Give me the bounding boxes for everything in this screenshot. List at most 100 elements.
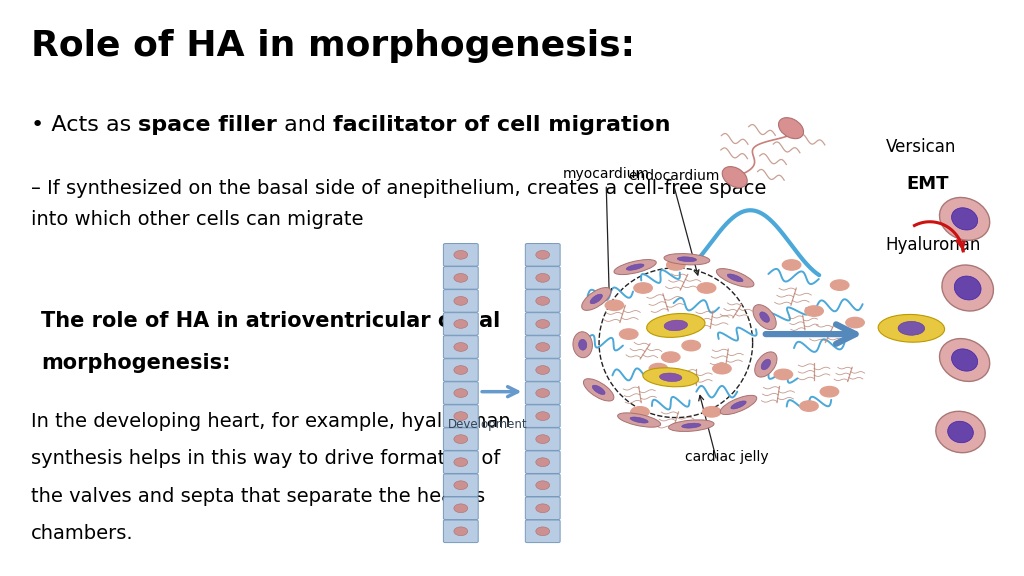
Ellipse shape bbox=[536, 320, 550, 328]
Circle shape bbox=[713, 363, 731, 374]
Ellipse shape bbox=[454, 389, 468, 397]
Ellipse shape bbox=[682, 423, 700, 428]
Text: cardiac jelly: cardiac jelly bbox=[685, 450, 769, 464]
Ellipse shape bbox=[454, 527, 468, 536]
FancyBboxPatch shape bbox=[443, 428, 478, 450]
Ellipse shape bbox=[454, 251, 468, 259]
Circle shape bbox=[774, 369, 793, 380]
Text: synthesis helps in this way to drive formation of: synthesis helps in this way to drive for… bbox=[31, 449, 500, 468]
Ellipse shape bbox=[720, 395, 757, 415]
Ellipse shape bbox=[590, 294, 602, 304]
Text: and: and bbox=[276, 115, 333, 135]
Ellipse shape bbox=[582, 287, 611, 310]
Ellipse shape bbox=[536, 389, 550, 397]
Ellipse shape bbox=[454, 297, 468, 305]
Ellipse shape bbox=[669, 420, 714, 431]
Ellipse shape bbox=[614, 260, 656, 275]
Text: myocardium: myocardium bbox=[563, 168, 649, 181]
Circle shape bbox=[782, 260, 801, 270]
Text: chambers.: chambers. bbox=[31, 524, 133, 543]
Ellipse shape bbox=[536, 251, 550, 259]
Ellipse shape bbox=[573, 332, 593, 358]
FancyBboxPatch shape bbox=[525, 405, 560, 427]
Ellipse shape bbox=[536, 527, 550, 536]
Ellipse shape bbox=[536, 343, 550, 351]
Ellipse shape bbox=[643, 368, 698, 386]
Ellipse shape bbox=[617, 413, 660, 427]
Ellipse shape bbox=[761, 359, 770, 370]
Circle shape bbox=[662, 352, 680, 362]
Ellipse shape bbox=[879, 314, 944, 342]
FancyBboxPatch shape bbox=[443, 336, 478, 358]
Ellipse shape bbox=[664, 253, 710, 265]
Ellipse shape bbox=[717, 268, 754, 287]
Text: The role of HA in atrioventricular canal: The role of HA in atrioventricular canal bbox=[41, 311, 500, 331]
Circle shape bbox=[667, 260, 685, 270]
Ellipse shape bbox=[951, 208, 978, 230]
Circle shape bbox=[682, 340, 700, 351]
Circle shape bbox=[631, 407, 649, 417]
Circle shape bbox=[702, 407, 721, 417]
Ellipse shape bbox=[454, 320, 468, 328]
Ellipse shape bbox=[454, 274, 468, 282]
FancyBboxPatch shape bbox=[525, 451, 560, 473]
Ellipse shape bbox=[454, 481, 468, 490]
Ellipse shape bbox=[627, 264, 644, 270]
Ellipse shape bbox=[954, 276, 981, 300]
Ellipse shape bbox=[727, 274, 743, 282]
Ellipse shape bbox=[947, 421, 974, 443]
Ellipse shape bbox=[665, 320, 687, 331]
Ellipse shape bbox=[898, 321, 925, 335]
Ellipse shape bbox=[579, 339, 587, 350]
Ellipse shape bbox=[536, 366, 550, 374]
FancyBboxPatch shape bbox=[525, 428, 560, 450]
FancyBboxPatch shape bbox=[443, 290, 478, 312]
Circle shape bbox=[620, 329, 638, 339]
Ellipse shape bbox=[722, 166, 748, 188]
Text: • Acts as: • Acts as bbox=[31, 115, 138, 135]
Ellipse shape bbox=[939, 198, 990, 240]
FancyBboxPatch shape bbox=[443, 267, 478, 289]
Circle shape bbox=[649, 363, 668, 374]
Text: endocardium: endocardium bbox=[628, 169, 720, 183]
Circle shape bbox=[820, 386, 839, 397]
Ellipse shape bbox=[592, 385, 605, 395]
Circle shape bbox=[830, 280, 849, 290]
Ellipse shape bbox=[454, 435, 468, 444]
FancyBboxPatch shape bbox=[443, 405, 478, 427]
Text: Role of HA in morphogenesis:: Role of HA in morphogenesis: bbox=[31, 29, 635, 63]
Ellipse shape bbox=[536, 274, 550, 282]
Circle shape bbox=[605, 300, 624, 310]
FancyBboxPatch shape bbox=[525, 244, 560, 266]
Ellipse shape bbox=[454, 458, 468, 467]
Ellipse shape bbox=[536, 458, 550, 467]
Ellipse shape bbox=[536, 481, 550, 490]
FancyBboxPatch shape bbox=[525, 474, 560, 497]
Circle shape bbox=[800, 401, 818, 411]
Circle shape bbox=[846, 317, 864, 328]
FancyBboxPatch shape bbox=[525, 313, 560, 335]
Text: Versican: Versican bbox=[886, 138, 956, 156]
FancyBboxPatch shape bbox=[525, 520, 560, 543]
Ellipse shape bbox=[951, 349, 978, 371]
Ellipse shape bbox=[454, 343, 468, 351]
Text: Hyaluronan: Hyaluronan bbox=[886, 236, 981, 254]
Ellipse shape bbox=[677, 257, 696, 262]
Ellipse shape bbox=[755, 352, 777, 377]
Circle shape bbox=[697, 283, 716, 293]
FancyBboxPatch shape bbox=[443, 497, 478, 520]
Text: facilitator of cell migration: facilitator of cell migration bbox=[333, 115, 671, 135]
FancyBboxPatch shape bbox=[525, 359, 560, 381]
Ellipse shape bbox=[536, 504, 550, 513]
Ellipse shape bbox=[454, 504, 468, 513]
FancyBboxPatch shape bbox=[443, 244, 478, 266]
Text: space filler: space filler bbox=[138, 115, 276, 135]
Text: Development: Development bbox=[447, 418, 527, 431]
Ellipse shape bbox=[778, 118, 804, 139]
Ellipse shape bbox=[942, 265, 993, 311]
Ellipse shape bbox=[760, 312, 769, 323]
FancyBboxPatch shape bbox=[443, 451, 478, 473]
Text: EMT: EMT bbox=[906, 175, 949, 193]
Text: morphogenesis:: morphogenesis: bbox=[41, 353, 230, 373]
Text: In the developing heart, for example, hyaluronan: In the developing heart, for example, hy… bbox=[31, 412, 510, 431]
